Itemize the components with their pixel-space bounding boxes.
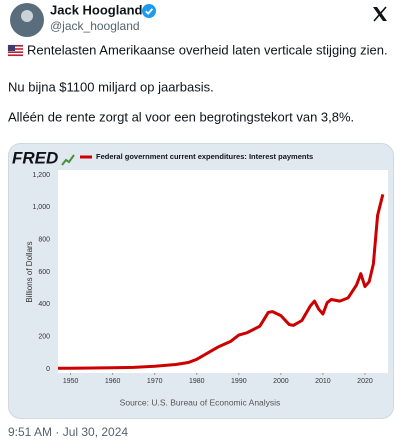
x-tick-label: 2000 — [273, 378, 289, 385]
avatar-head — [21, 10, 33, 22]
y-tick-label: 400 — [38, 301, 50, 308]
y-axis-label: Billions of Dollars — [25, 241, 34, 302]
tweet-text: Alléén de rente zorgt al voor een begrot… — [8, 109, 354, 124]
x-tick-label: 2020 — [357, 378, 373, 385]
y-tick-label: 200 — [38, 334, 50, 341]
fred-logo: FRED — [12, 148, 58, 167]
timestamp[interactable]: 9:51 AM · Jul 30, 2024 — [8, 425, 128, 439]
tweet-text: Rentelasten Amerikaanse overheid laten v… — [27, 42, 388, 57]
x-tick-label: 1990 — [231, 378, 247, 385]
x-tick-label: 1980 — [189, 378, 205, 385]
y-tick-label: 1,000 — [32, 204, 50, 211]
x-tick-label: 1970 — [147, 378, 163, 385]
us-flag — [7, 44, 24, 57]
y-tick-label: 600 — [38, 269, 50, 276]
y-tick-label: 0 — [46, 366, 50, 373]
plot-area — [58, 170, 388, 373]
x-tick-label: 1960 — [105, 378, 121, 385]
fred-logo-icon — [61, 154, 75, 166]
x-tick-label: 1950 — [63, 378, 79, 385]
chart-source: Source: U.S. Bureau of Economic Analysis — [120, 397, 281, 407]
author-handle[interactable]: @jack_hoogland — [50, 19, 140, 33]
author-name[interactable]: Jack Hoogland — [50, 2, 143, 17]
x-tick-label: 2010 — [315, 378, 331, 385]
x-logo[interactable] — [373, 6, 387, 22]
verified-badge — [142, 4, 156, 18]
y-tick-label: 800 — [38, 237, 50, 244]
legend-label: Federal government current expenditures:… — [96, 152, 313, 161]
tweet-text: Nu bijna $1100 miljard op jaarbasis. — [8, 79, 214, 94]
y-tick-label: 1,200 — [32, 172, 50, 179]
data-line — [57, 194, 385, 370]
